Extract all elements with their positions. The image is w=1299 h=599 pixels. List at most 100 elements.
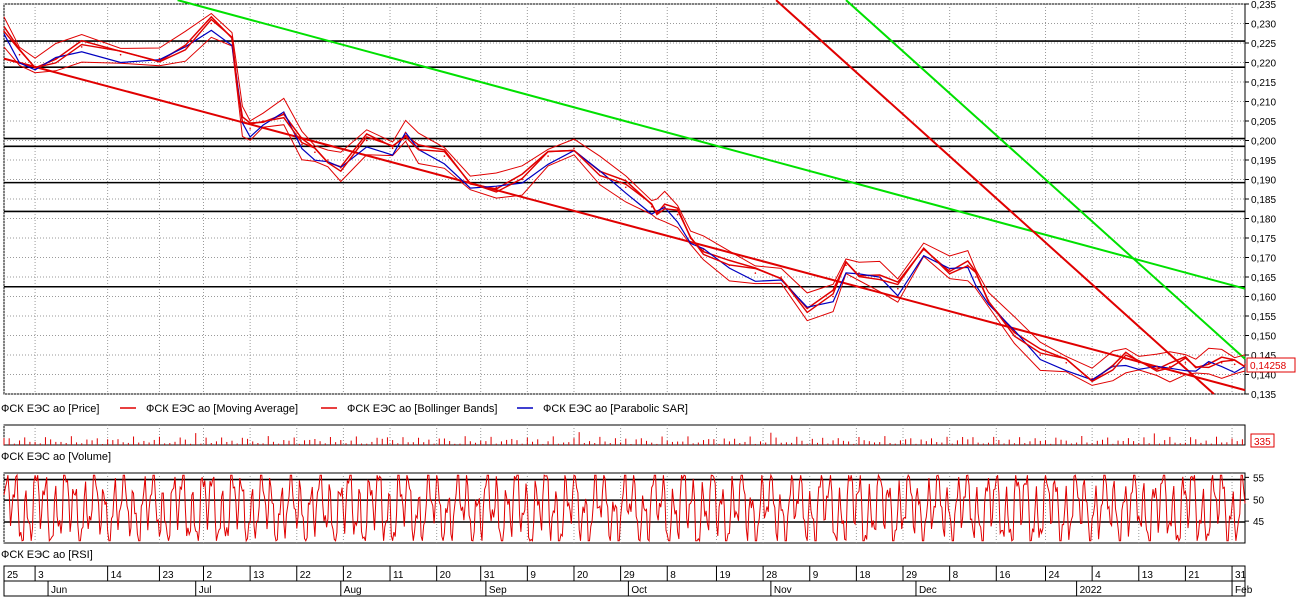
- price-point: [1244, 363, 1246, 366]
- price-point: [1184, 362, 1187, 364]
- price-point: [728, 264, 731, 267]
- month-tick-label: Nov: [774, 585, 792, 596]
- price-point: [1220, 362, 1223, 364]
- y-tick-label: 0,170: [1251, 254, 1276, 265]
- price-point: [443, 155, 446, 157]
- day-tick-label: 2: [346, 570, 352, 581]
- last-price-badge: [1246, 357, 1296, 373]
- price-point: [966, 264, 969, 267]
- price-point: [391, 147, 394, 150]
- x-axis-ticks: 25 3 14 23 2 13 22 2 11 20 31 9 20 29 8 19 28 9 18 29 8 16 24 4…: [3, 566, 1253, 596]
- horizontal-levels: [4, 40, 1245, 288]
- volume-panel: [3, 424, 1246, 446]
- month-tick-label: Dec: [919, 585, 937, 596]
- day-tick-label: 8: [670, 570, 676, 581]
- y-tick-label: 0,200: [1251, 137, 1276, 148]
- price-point: [283, 112, 285, 114]
- price-line: [3, 18, 1246, 383]
- price-point: [236, 81, 238, 83]
- y-tick-label: 0,235: [1251, 0, 1276, 11]
- day-tick-label: 29: [906, 570, 918, 581]
- price-legend: ФСК ЕЭС ао [Price] ФСК ЕЭС ао [Moving Av…: [1, 403, 688, 415]
- month-tick-label: Jul: [199, 585, 212, 596]
- y-tick-label: 0,195: [1251, 156, 1276, 167]
- y-tick-label: 0,140: [1251, 371, 1276, 382]
- last-volume-badge: [1250, 433, 1275, 448]
- day-tick-label: 2: [206, 570, 212, 581]
- price-point: [573, 147, 575, 150]
- price-point: [922, 248, 925, 251]
- trendline: [3, 57, 1246, 392]
- y-tick-label: 0,150: [1251, 332, 1276, 343]
- day-tick-label: 22: [300, 570, 312, 581]
- price-point: [1194, 365, 1197, 368]
- volume-bars: [3, 432, 1243, 445]
- price-point: [469, 182, 472, 185]
- price-y-axis: 0,235 0,230 0,225 0,220 0,215 0,210 0,205 0,200…: [1245, 0, 1276, 401]
- price-point: [1137, 362, 1140, 364]
- price-point: [1207, 362, 1210, 364]
- month-tick-label: Feb: [1235, 585, 1253, 596]
- y-tick-label: 0,165: [1251, 273, 1276, 284]
- last-volume-value: 335: [1254, 437, 1271, 448]
- trendline: [845, 0, 1246, 360]
- y-tick-label: 0,180: [1251, 215, 1276, 226]
- day-tick-label: 13: [1142, 570, 1154, 581]
- price-point: [702, 248, 705, 251]
- day-tick-label: 29: [624, 570, 636, 581]
- y-tick-label: 0,220: [1251, 59, 1276, 70]
- day-tick-label: 21: [1188, 570, 1200, 581]
- price-point: [1125, 358, 1127, 360]
- month-tick-label: 2022: [1080, 585, 1103, 596]
- price-point: [878, 276, 881, 278]
- rsi-y-axis: 55 50 45: [1245, 473, 1265, 528]
- y-tick-label: 0,205: [1251, 117, 1276, 128]
- price-panel: [3, 3, 1246, 395]
- price-point: [754, 272, 757, 274]
- rsi-line: [3, 473, 1246, 543]
- price-point: [80, 46, 83, 48]
- price-point: [210, 22, 213, 25]
- day-tick-label: 18: [859, 570, 871, 581]
- price-point: [119, 53, 122, 56]
- price-series: [3, 12, 1246, 386]
- price-point: [987, 299, 990, 302]
- legend-price: ФСК ЕЭС ао [Price]: [1, 403, 99, 415]
- price-point: [676, 213, 679, 216]
- price-point: [1039, 354, 1042, 356]
- legend-moving-average: ФСК ЕЭС ао [Moving Average]: [146, 403, 298, 415]
- price-point: [1112, 365, 1114, 368]
- month-tick-label: Oct: [631, 585, 647, 596]
- legend-volume: ФСК ЕЭС ао [Volume]: [1, 451, 111, 463]
- rsi-tick-label: 55: [1253, 473, 1265, 484]
- day-tick-label: 31: [1235, 570, 1247, 581]
- price-point: [55, 57, 57, 60]
- day-tick-label: 9: [530, 570, 536, 581]
- price-point: [521, 178, 523, 181]
- price-point: [3, 30, 5, 33]
- price-point: [404, 131, 407, 134]
- day-tick-label: 25: [7, 570, 19, 581]
- y-tick-label: 0,215: [1251, 78, 1276, 89]
- price-point: [327, 159, 329, 161]
- price-point: [858, 272, 860, 274]
- month-tick-label: Jun: [51, 585, 67, 596]
- day-tick-label: 14: [111, 570, 123, 581]
- price-point: [780, 276, 783, 278]
- legend-bollinger-bands: ФСК ЕЭС ао [Bollinger Bands]: [347, 403, 497, 415]
- price-point: [18, 53, 21, 56]
- price-point: [495, 186, 498, 189]
- price-point: [1091, 377, 1093, 380]
- price-point: [845, 264, 847, 267]
- price-point: [340, 167, 342, 169]
- price-point: [689, 237, 692, 239]
- price-point: [314, 151, 316, 153]
- price-point: [34, 65, 36, 68]
- last-price-value: 0,14258: [1250, 361, 1287, 372]
- bollinger-lower-line: [3, 36, 1246, 386]
- price-point: [547, 155, 549, 157]
- day-tick-label: 28: [766, 570, 778, 581]
- price-point: [599, 170, 601, 173]
- day-tick-label: 16: [999, 570, 1011, 581]
